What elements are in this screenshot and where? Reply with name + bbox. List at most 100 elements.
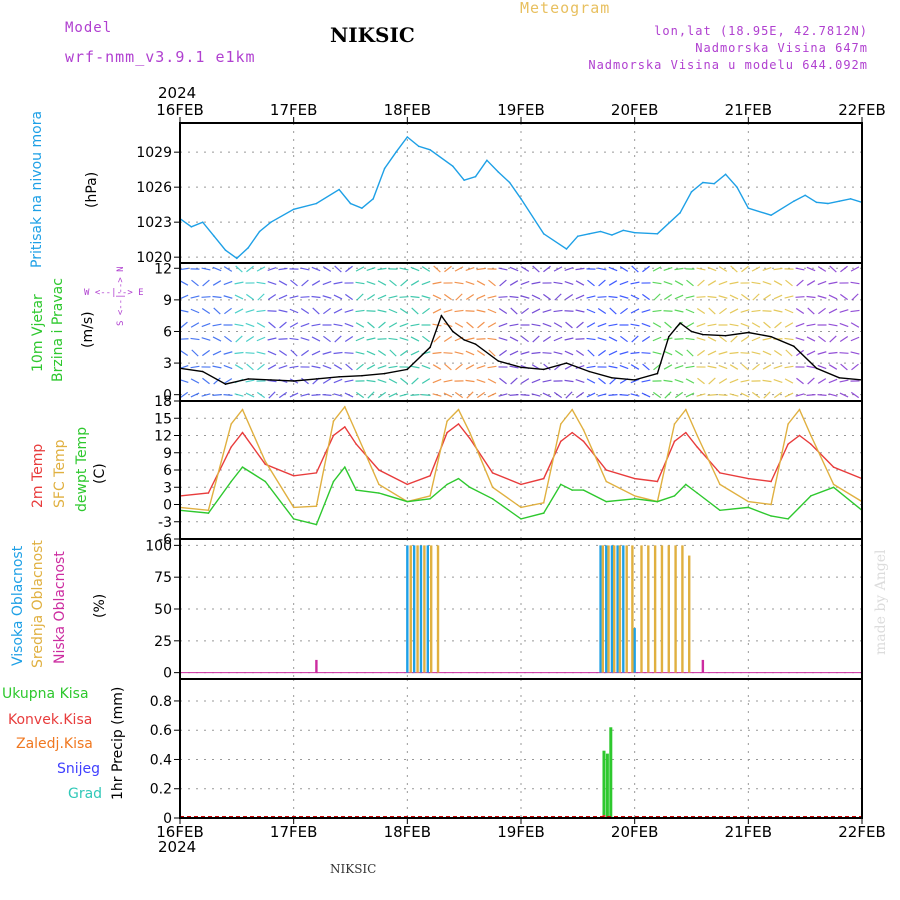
wind-barb	[840, 265, 848, 273]
wind-barb	[608, 295, 618, 299]
wind-barb	[377, 349, 387, 357]
wind-barb	[575, 349, 585, 357]
data-point	[770, 335, 772, 338]
wind-barb	[246, 363, 254, 371]
wind-barb	[224, 307, 232, 315]
footer-station: NIKSIC	[330, 862, 377, 876]
wind-barb	[564, 280, 574, 286]
wind-barb	[707, 365, 717, 369]
wind-barb	[256, 336, 266, 342]
data-point	[247, 247, 249, 249]
wind-barb	[256, 266, 266, 272]
compass-vertical: S <--|--> N	[116, 266, 126, 326]
wind-barb	[740, 322, 750, 328]
wind-barb	[740, 352, 750, 354]
wind-barb	[542, 336, 552, 342]
wind-barb	[575, 280, 585, 286]
wind-barb	[202, 377, 210, 385]
wind-barb	[432, 378, 442, 384]
wind-barb	[598, 349, 606, 357]
wind-barb	[729, 294, 739, 300]
panel-frame	[179, 538, 863, 680]
wind-barb	[400, 349, 408, 357]
wind-barb	[806, 365, 816, 369]
wind-barb	[554, 293, 562, 301]
wind-barb	[707, 323, 717, 327]
wind-barb	[279, 321, 287, 329]
wind-barb	[311, 323, 321, 327]
wind-barb	[212, 365, 222, 369]
mid-cloud-bar	[416, 545, 419, 673]
data-point	[520, 506, 522, 509]
wind-barb	[664, 321, 672, 329]
data-point	[463, 179, 465, 181]
wind-barb	[454, 322, 464, 328]
data-point	[747, 207, 750, 209]
y-tick-label: 15	[154, 411, 172, 427]
wind-unit: (m/s)	[80, 311, 96, 348]
wind-barb	[388, 322, 398, 328]
wind-barb	[619, 266, 629, 272]
wind-barb	[840, 293, 848, 301]
wind-barb	[741, 265, 749, 273]
data-point	[633, 477, 636, 480]
data-point	[571, 431, 573, 434]
wind-barb	[598, 377, 606, 385]
wind-barb	[344, 392, 354, 398]
data-point	[486, 159, 488, 162]
wind-barb	[620, 307, 628, 315]
wind-barb	[663, 350, 673, 356]
wind-barb	[718, 351, 728, 355]
data-point	[292, 518, 295, 520]
wind-barb	[575, 267, 585, 271]
total-precip-bar	[609, 727, 613, 818]
wind-barb	[642, 265, 650, 273]
data-point	[446, 483, 448, 486]
data-point	[559, 440, 562, 443]
wind-barb	[740, 336, 750, 342]
wind-barb	[674, 364, 684, 370]
wind-barb	[553, 266, 563, 272]
data-point	[406, 483, 409, 486]
wind-barb	[597, 393, 607, 397]
wind-barb	[300, 308, 310, 314]
wind-barb	[773, 294, 783, 300]
wind-barb	[729, 323, 739, 327]
data-point	[599, 230, 602, 233]
wind-barb	[564, 293, 574, 301]
wind-barb	[542, 352, 552, 354]
wind-barb	[256, 281, 266, 285]
dewpt-label: dewpt Temp	[74, 426, 90, 512]
precip-snow-label: Snijeg	[57, 761, 101, 777]
wind-barb	[509, 394, 519, 396]
data-point	[457, 477, 460, 480]
wind-barb	[213, 307, 221, 315]
data-point	[230, 480, 232, 483]
wind-barb	[795, 337, 805, 341]
data-point	[429, 497, 431, 500]
data-point	[361, 207, 363, 209]
wind-barb	[278, 294, 288, 300]
data-point	[696, 446, 698, 448]
wind-barb	[212, 323, 222, 327]
high-cloud-label: Visoka Oblacnost	[10, 545, 26, 666]
mid-cloud-bar	[607, 545, 610, 673]
wind-barb	[245, 309, 255, 313]
wind-barb	[817, 394, 827, 396]
wind-barb	[333, 351, 343, 355]
wind-barb	[663, 267, 673, 271]
wind-barb	[389, 279, 397, 287]
wind-barb	[586, 378, 596, 384]
wind-barb	[763, 391, 771, 399]
data-point	[469, 431, 471, 434]
wind-barb	[597, 337, 607, 341]
wind-barb	[674, 309, 684, 313]
wind-barb	[839, 309, 849, 313]
wind-barb	[663, 364, 673, 370]
wind-barb	[652, 391, 662, 399]
wind-barb	[751, 309, 761, 313]
wind-barb	[443, 352, 453, 354]
wind-barb	[719, 335, 727, 343]
data-point	[241, 408, 244, 411]
wind-barb	[190, 337, 200, 341]
